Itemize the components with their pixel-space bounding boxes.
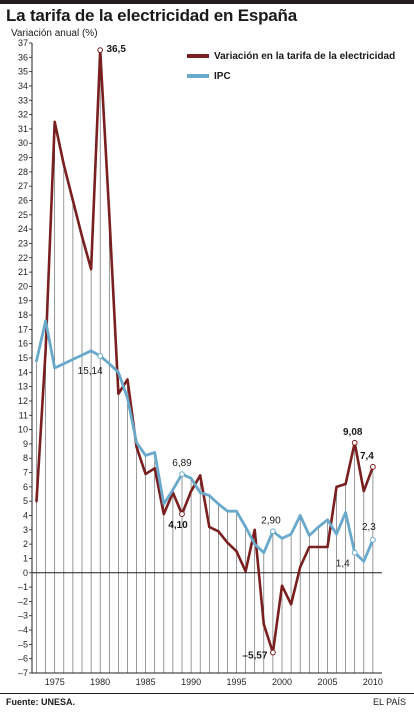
data-label: 15,14 [78,366,103,377]
legend-item-electricidad: Variación en la tarifa de la electricida… [187,46,395,66]
y-tick-label: –3 [18,611,28,621]
y-tick-label: 10 [18,425,28,435]
y-tick-label: –2 [18,596,28,606]
y-tick-label: 18 [18,310,28,320]
source-note: Fuente: UNESA. [6,697,76,707]
data-point-marker [97,47,104,54]
y-tick-label: 20 [18,281,28,291]
ipc-line [35,319,375,563]
y-tick-label: –1 [18,582,28,592]
x-tick-label: 1990 [181,677,201,687]
y-tick-label: 34 [18,81,28,91]
y-tick-label: 19 [18,296,28,306]
x-tick-label: 1995 [227,677,247,687]
y-tick-label: 16 [18,339,28,349]
y-tick-label: 2 [23,539,28,549]
data-point-marker [270,649,276,656]
y-tick-label: 1 [23,553,28,563]
y-tick-label: 25 [18,210,28,220]
legend-item-ipc: IPC [187,66,395,86]
y-tick-label: –7 [18,668,28,678]
y-tick-label: 22 [18,253,28,263]
data-point-marker [97,353,104,359]
data-label: 6,89 [172,458,192,469]
y-tick-label: 11 [19,410,28,420]
y-tick-label: –4 [18,625,28,635]
data-label: 36,5 [106,44,126,55]
legend-label-ipc: IPC [214,70,231,82]
data-point-marker [370,463,376,470]
y-tick-label: 26 [18,196,28,206]
data-label: 4,10 [168,520,188,531]
data-label: –5,57 [242,651,267,662]
data-point-marker [270,528,276,535]
bottom-rule [0,693,414,694]
legend: Variación en la tarifa de la electricida… [187,46,395,86]
data-point-marker [179,471,185,478]
y-tick-label: 14 [18,367,28,377]
data-point-marker [179,511,185,517]
x-tick-label: 2010 [363,677,383,687]
data-point-marker [351,549,358,556]
legend-swatch-electricidad [187,54,209,58]
data-label: 7,4 [360,451,374,462]
x-tick-label: 2000 [272,677,292,687]
y-tick-label: 17 [18,324,28,334]
y-tick-label: 37 [18,38,28,48]
y-tick-label: –5 [18,639,28,649]
y-tick-label: 5 [23,496,28,506]
data-label: 2,90 [261,515,281,526]
data-label: 2,3 [362,522,376,533]
chart-title: La tarifa de la electricidad en España [6,6,297,25]
y-tick-label: 36 [18,52,28,62]
data-label: 1,4 [336,559,350,570]
legend-label-electricidad: Variación en la tarifa de la electricida… [214,50,396,62]
electricity-line [35,48,375,654]
y-tick-label: 7 [23,468,28,478]
y-tick-label: –6 [18,654,28,664]
legend-swatch-ipc [187,74,209,78]
y-tick-label: 31 [18,124,28,134]
y-tick-label: 3 [23,525,28,535]
y-tick-label: 24 [18,224,28,234]
top-rule [0,0,414,4]
x-tick-label: 1985 [136,677,156,687]
y-tick-label: 29 [18,153,28,163]
y-tick-label: 6 [23,482,28,492]
chart-subtitle: Variación anual (%) [11,28,98,39]
y-tick-label: 30 [18,138,28,148]
y-tick-label: 28 [18,167,28,177]
data-point-marker [351,439,358,446]
data-label: 9,08 [343,427,363,438]
y-tick-label: 33 [18,95,28,105]
y-tick-label: 8 [23,453,28,463]
y-tick-label: 0 [23,568,28,578]
y-tick-label: 13 [18,382,28,392]
data-point-marker [370,536,376,543]
x-tick-label: 1975 [45,677,65,687]
y-tick-label: 32 [18,110,28,120]
y-tick-label: 23 [18,238,28,248]
y-tick-label: 12 [18,396,28,406]
publisher-credit: EL PAÍS [372,697,406,707]
y-tick-label: 27 [18,181,28,191]
x-tick-label: 2005 [317,677,337,687]
y-tick-label: 35 [18,67,28,77]
y-tick-label: 21 [18,267,28,277]
y-tick-label: 15 [18,353,28,363]
x-tick-label: 1980 [90,677,110,687]
y-tick-label: 9 [23,439,28,449]
y-tick-label: 4 [23,511,28,521]
